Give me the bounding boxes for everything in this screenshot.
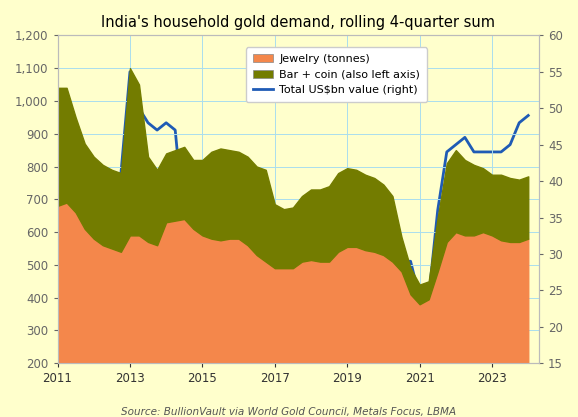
Legend: Jewelry (tonnes), Bar + coin (also left axis), Total US$bn value (right): Jewelry (tonnes), Bar + coin (also left …	[246, 48, 427, 102]
Title: India's household gold demand, rolling 4-quarter sum: India's household gold demand, rolling 4…	[101, 15, 495, 30]
Text: Source: BullionVault via World Gold Council, Metals Focus, LBMA: Source: BullionVault via World Gold Coun…	[121, 407, 457, 417]
